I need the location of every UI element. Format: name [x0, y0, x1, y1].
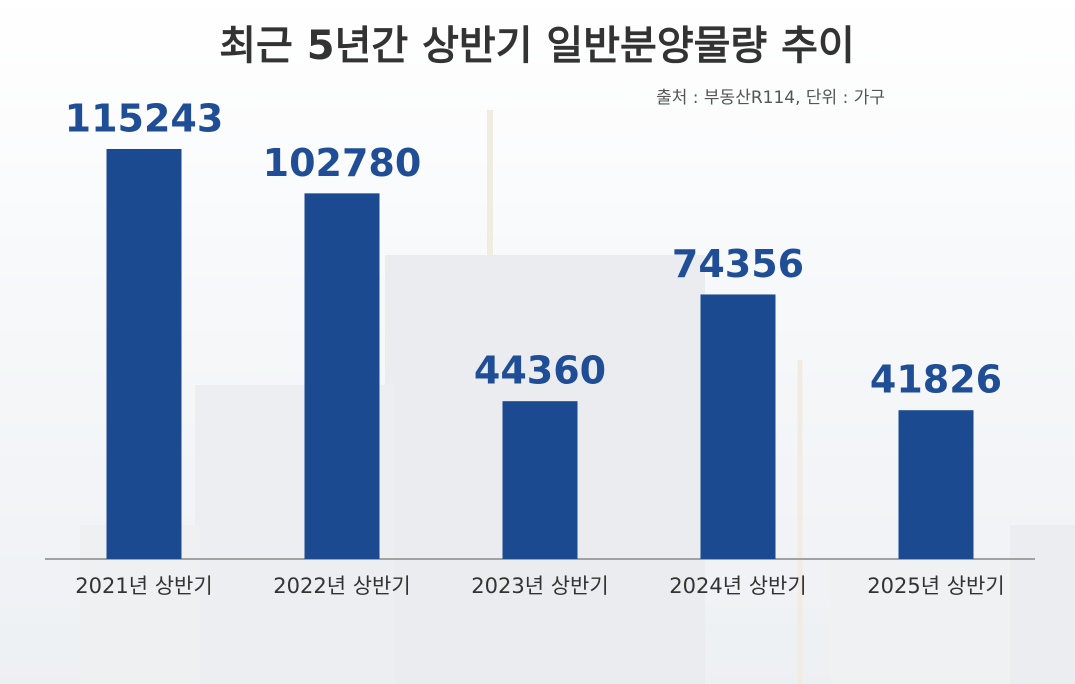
chart-subtitle: 출처 : 부동산R114, 단위 : 가구: [656, 88, 885, 108]
bar: [106, 149, 182, 559]
bar: [898, 410, 974, 559]
x-tick-label: 2023년 상반기: [471, 574, 608, 598]
x-tick-label: 2024년 상반기: [669, 574, 806, 598]
x-tick-label: 2021년 상반기: [75, 574, 212, 598]
x-tick-label: 2022년 상반기: [273, 574, 410, 598]
value-label: 41826: [870, 358, 1002, 402]
value-label: 115243: [65, 97, 224, 141]
bar: [304, 193, 380, 560]
bar: [700, 294, 776, 559]
value-label: 74356: [672, 242, 804, 286]
value-label: 44360: [474, 349, 606, 393]
chart-title: 최근 5년간 상반기 일반분양물량 추이: [219, 23, 855, 69]
x-tick-label: 2025년 상반기: [867, 574, 1004, 598]
value-label: 102780: [263, 141, 422, 185]
bar: [502, 401, 578, 559]
